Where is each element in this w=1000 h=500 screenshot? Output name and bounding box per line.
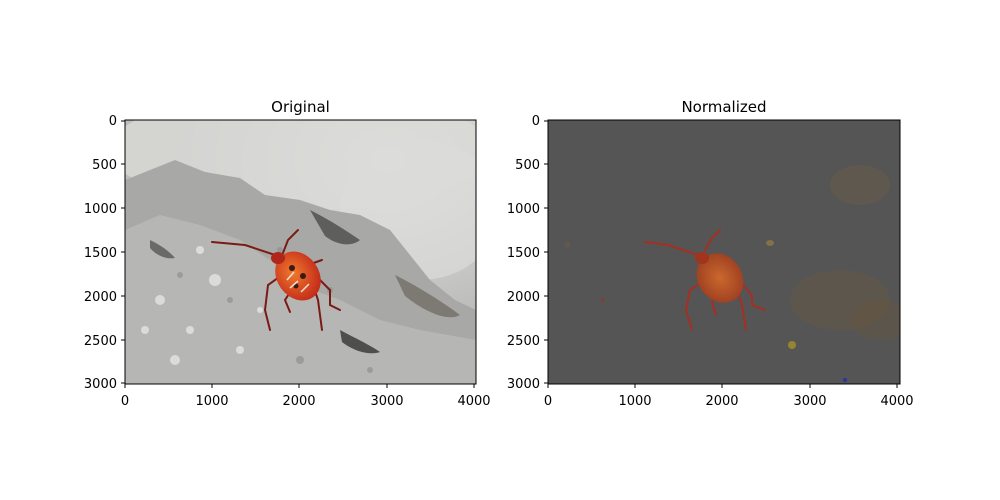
x-tick-label: 1000 — [195, 394, 228, 409]
bug-normalized — [644, 229, 766, 331]
y-tick-label: 1000 — [507, 202, 540, 217]
normalized-y-axis: 0 500 1000 1500 2000 2500 3000 — [507, 114, 548, 392]
x-tick-label: 0 — [121, 394, 129, 409]
y-tick-label: 500 — [92, 158, 117, 173]
x-tick-label: 2000 — [705, 394, 738, 409]
y-tick-label: 2000 — [84, 290, 117, 305]
y-tick-label: 1500 — [84, 246, 117, 261]
y-tick-label: 2500 — [84, 334, 117, 349]
normalized-x-axis: 0 1000 2000 3000 4000 — [544, 384, 914, 409]
y-tick-label: 3000 — [507, 377, 540, 392]
x-tick-label: 3000 — [370, 394, 403, 409]
y-tick-label: 1000 — [84, 202, 117, 217]
y-tick-label: 2500 — [507, 334, 540, 349]
y-tick-label: 1500 — [507, 246, 540, 261]
x-tick-label: 0 — [544, 394, 552, 409]
original-y-axis: 0 500 1000 1500 2000 2500 3000 — [84, 114, 125, 392]
y-tick-label: 2000 — [507, 290, 540, 305]
bug-original — [211, 229, 341, 331]
y-tick-label: 0 — [109, 114, 117, 129]
normalized-panel: Normalized 0 1000 2000 3000 4000 0 500 1… — [507, 98, 914, 409]
x-tick-label: 3000 — [793, 394, 826, 409]
x-tick-label: 4000 — [457, 394, 490, 409]
y-tick-label: 3000 — [84, 377, 117, 392]
original-title: Original — [271, 98, 330, 116]
normalized-image — [548, 120, 900, 384]
x-tick-label: 1000 — [618, 394, 651, 409]
x-tick-label: 4000 — [880, 394, 913, 409]
original-image — [125, 120, 476, 384]
original-panel: Original 0 1000 2000 3000 4000 0 500 100… — [84, 98, 491, 409]
original-x-axis: 0 1000 2000 3000 4000 — [121, 384, 491, 409]
y-tick-label: 0 — [532, 114, 540, 129]
normalized-title: Normalized — [681, 98, 766, 116]
y-tick-label: 500 — [515, 158, 540, 173]
x-tick-label: 2000 — [282, 394, 315, 409]
